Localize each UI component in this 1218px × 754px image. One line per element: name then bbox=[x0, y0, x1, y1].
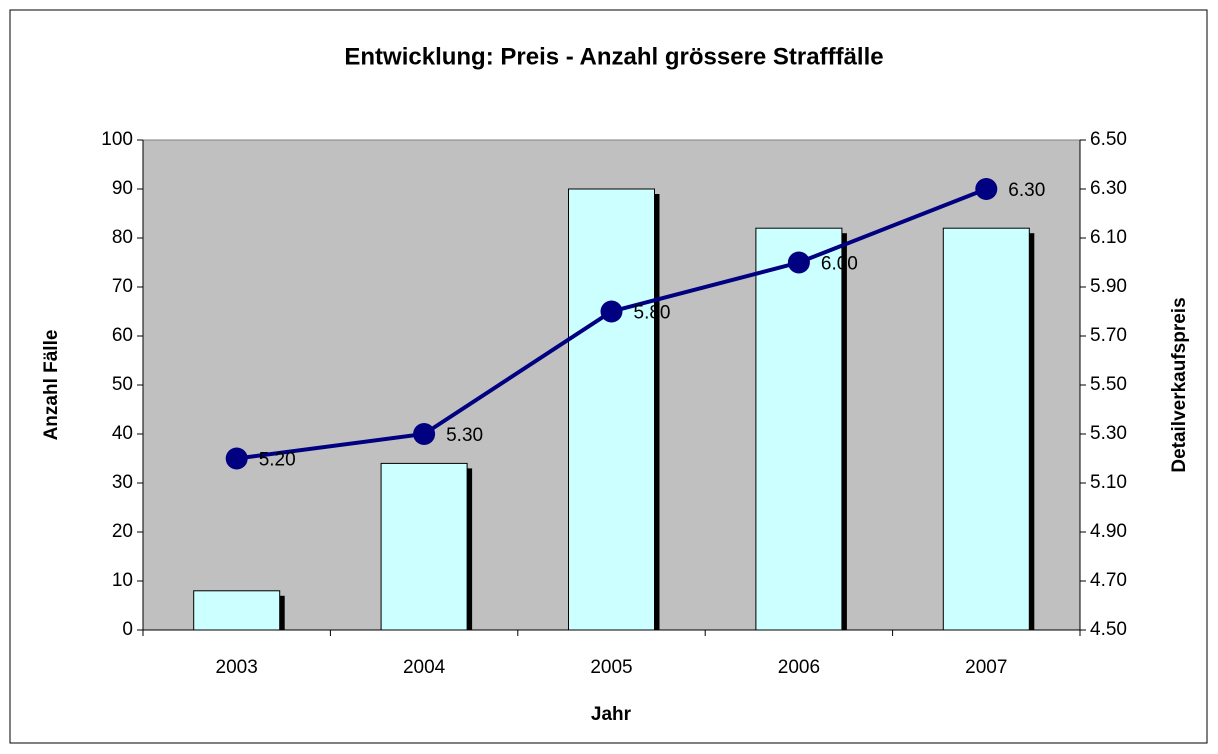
x-tick-label: 2007 bbox=[965, 657, 1007, 678]
x-tick-label: 2004 bbox=[403, 657, 446, 678]
y2-tick-label: 5.50 bbox=[1090, 374, 1127, 395]
line-marker bbox=[413, 423, 436, 445]
y-tick-label: 30 bbox=[112, 472, 133, 493]
y2-tick-label: 4.50 bbox=[1090, 619, 1127, 640]
bar bbox=[568, 188, 655, 631]
y-tick-label: 100 bbox=[101, 129, 133, 150]
x-tick-label: 2003 bbox=[216, 657, 258, 678]
bar bbox=[942, 227, 1030, 631]
line-marker bbox=[787, 251, 810, 274]
y-tick-label: 0 bbox=[122, 619, 133, 640]
chart-title: Entwicklung: Preis - Anzahl grössere Str… bbox=[344, 43, 883, 70]
y-tick-label: 40 bbox=[112, 423, 133, 444]
y2-tick-label: 4.90 bbox=[1090, 521, 1127, 542]
y2-tick-label: 6.50 bbox=[1090, 129, 1127, 150]
data-label: 5.80 bbox=[634, 303, 671, 324]
data-label: 5.30 bbox=[446, 425, 483, 446]
bar bbox=[380, 462, 468, 631]
y-tick-label: 70 bbox=[112, 276, 133, 297]
line-marker bbox=[975, 178, 998, 200]
x-tick-label: 2006 bbox=[778, 657, 820, 678]
y2-tick-label: 5.90 bbox=[1090, 276, 1127, 297]
y-tick-label: 90 bbox=[112, 178, 133, 199]
y-tick-label: 20 bbox=[112, 521, 133, 542]
bar bbox=[193, 590, 281, 631]
y2-tick-label: 5.70 bbox=[1090, 325, 1127, 346]
data-label: 6.00 bbox=[821, 254, 858, 275]
y2-tick-label: 4.70 bbox=[1090, 570, 1127, 591]
y2-tick-label: 6.30 bbox=[1090, 178, 1127, 199]
bar bbox=[755, 227, 843, 631]
y-tick-label: 60 bbox=[112, 325, 133, 346]
x-tick-label: 2005 bbox=[590, 657, 632, 678]
data-label: 5.20 bbox=[259, 450, 296, 471]
x-axis-title: Jahr bbox=[591, 704, 632, 725]
y2-axis-title: Detailverkaufspreis bbox=[1169, 297, 1190, 472]
y-tick-label: 80 bbox=[112, 227, 133, 248]
y2-tick-label: 6.10 bbox=[1090, 227, 1127, 248]
y2-tick-label: 5.10 bbox=[1090, 472, 1127, 493]
line-marker bbox=[600, 300, 623, 323]
y-tick-label: 50 bbox=[112, 374, 133, 395]
line-marker bbox=[225, 447, 248, 470]
y-axis-title: Anzahl Fälle bbox=[41, 330, 62, 441]
data-label: 6.30 bbox=[1008, 180, 1045, 201]
y-tick-label: 10 bbox=[112, 570, 133, 591]
y2-tick-label: 5.30 bbox=[1090, 423, 1127, 444]
